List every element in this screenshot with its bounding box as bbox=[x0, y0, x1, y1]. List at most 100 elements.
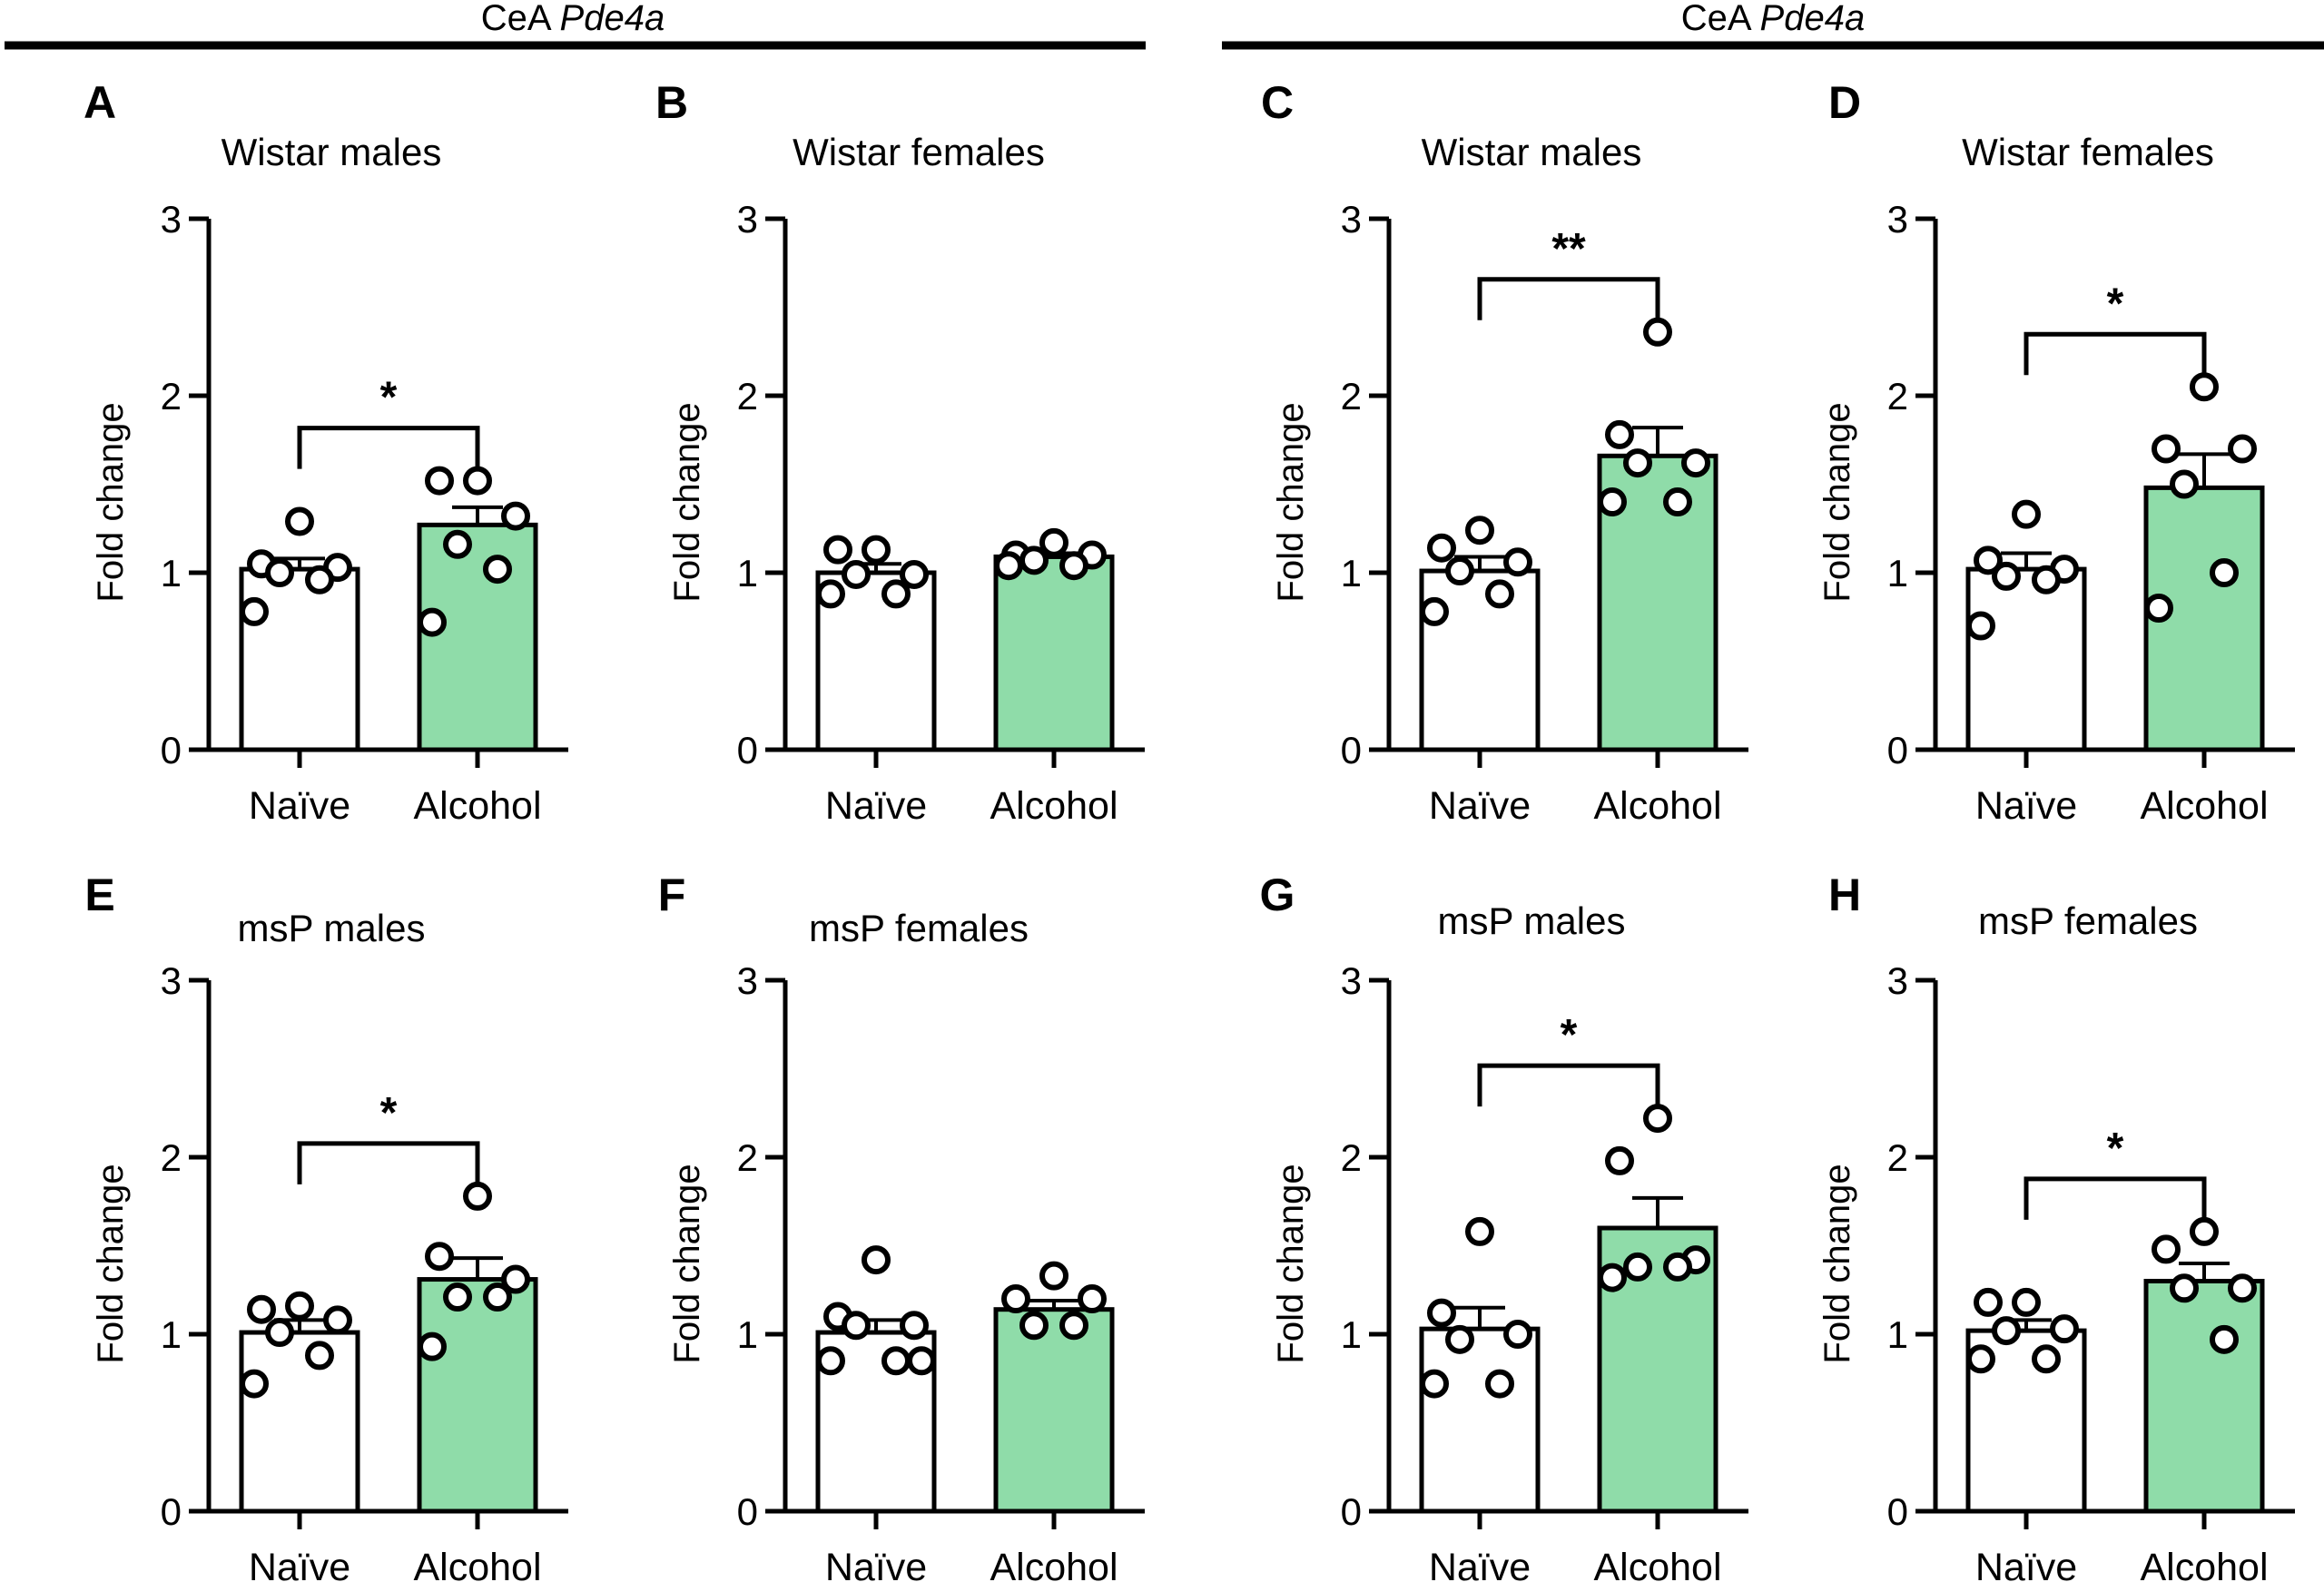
data-point bbox=[1427, 533, 1456, 563]
bar-alcohol bbox=[2143, 1279, 2265, 1514]
data-point bbox=[1966, 611, 1995, 641]
y-tick-label: 2 bbox=[1887, 1136, 1908, 1179]
y-axis-label: Fold change bbox=[1817, 1164, 1857, 1363]
bar-alcohol bbox=[417, 1277, 538, 1514]
data-point bbox=[1992, 561, 2021, 591]
data-point bbox=[1992, 1316, 2021, 1346]
data-point bbox=[2032, 565, 2061, 594]
data-point bbox=[994, 551, 1023, 581]
x-category-label: Naïve bbox=[1975, 1546, 2077, 1582]
data-point bbox=[842, 1311, 871, 1341]
data-point bbox=[2190, 372, 2219, 402]
y-tick-label: 2 bbox=[161, 1136, 182, 1179]
data-point bbox=[1420, 596, 1449, 626]
data-point bbox=[1019, 545, 1049, 575]
data-point bbox=[1605, 419, 1634, 449]
y-tick-label: 2 bbox=[161, 375, 182, 418]
y-tick-label: 1 bbox=[161, 552, 182, 594]
y-tick-label: 0 bbox=[1887, 1490, 1908, 1533]
data-point bbox=[1643, 317, 1672, 347]
y-tick-label: 3 bbox=[1887, 198, 1908, 241]
data-point bbox=[305, 1341, 334, 1371]
data-point bbox=[1059, 551, 1088, 581]
data-point bbox=[1059, 1311, 1088, 1341]
significance-bracket bbox=[2024, 1176, 2207, 1220]
data-point bbox=[1503, 547, 1532, 577]
significance-bracket bbox=[2024, 331, 2207, 376]
data-point bbox=[881, 1346, 911, 1376]
data-point bbox=[1039, 527, 1068, 557]
data-point bbox=[483, 1282, 512, 1312]
data-point bbox=[842, 559, 871, 589]
data-point bbox=[1966, 1344, 1995, 1374]
significance-bracket bbox=[1477, 1063, 1660, 1107]
panel-title: Wistar males bbox=[1422, 131, 1642, 173]
x-category-label: Alcohol bbox=[2140, 1546, 2268, 1582]
panel-title: Wistar females bbox=[793, 131, 1045, 173]
y-tick-label: 1 bbox=[1887, 1313, 1908, 1356]
x-category-label: Naïve bbox=[825, 1546, 927, 1582]
panel-a: A Wistar males 0 1 2 3 Fold change Naïve Alcohol… bbox=[84, 77, 568, 828]
x-category-label: Alcohol bbox=[990, 1546, 1118, 1582]
panel-letter: A bbox=[84, 77, 116, 128]
y-tick-label: 1 bbox=[161, 1313, 182, 1356]
data-point bbox=[2144, 594, 2173, 623]
data-point bbox=[1039, 1261, 1068, 1291]
data-point bbox=[2152, 434, 2181, 464]
data-point bbox=[1503, 1320, 1532, 1349]
x-category-label: Alcohol bbox=[413, 784, 541, 828]
data-point bbox=[1001, 1284, 1030, 1313]
data-point bbox=[1445, 1324, 1474, 1354]
data-point bbox=[247, 1294, 276, 1324]
panel-letter: B bbox=[655, 77, 688, 128]
y-tick-label: 0 bbox=[1887, 729, 1908, 771]
panel-title: Wistar females bbox=[1962, 131, 2214, 173]
y-tick-label: 1 bbox=[737, 552, 758, 594]
y-axis-label: Fold change bbox=[91, 402, 131, 602]
data-point bbox=[2170, 1273, 2199, 1303]
bar-naive bbox=[1419, 568, 1541, 752]
panel-c: C Wistar males 0 1 2 3 Fold change Naïve Alcohol… bbox=[1261, 77, 1748, 828]
significance-bracket bbox=[297, 1141, 480, 1184]
data-point bbox=[823, 535, 852, 565]
data-point bbox=[240, 596, 269, 626]
data-point bbox=[2190, 1216, 2219, 1246]
data-point bbox=[1623, 448, 1652, 478]
y-tick-label: 2 bbox=[1341, 1136, 1362, 1179]
y-tick-label: 3 bbox=[737, 959, 758, 1002]
data-point bbox=[285, 1291, 314, 1321]
significance-label: * bbox=[2107, 1125, 2124, 1173]
panel-d: D Wistar females 0 1 2 3 Fold change Naïve Alcoh… bbox=[1817, 77, 2295, 828]
data-point bbox=[305, 565, 334, 594]
y-axis-label: Fold change bbox=[667, 402, 707, 602]
y-tick-label: 1 bbox=[1341, 552, 1362, 594]
data-point bbox=[1420, 1369, 1449, 1399]
bar-alcohol bbox=[417, 522, 538, 752]
data-point bbox=[2228, 1273, 2257, 1303]
data-point bbox=[501, 1264, 530, 1294]
data-point bbox=[1663, 1252, 1692, 1282]
data-point bbox=[1643, 1104, 1672, 1134]
data-point bbox=[2152, 1234, 2181, 1264]
panel-letter: E bbox=[84, 870, 114, 920]
header-right: CeA Pde4a bbox=[1681, 0, 1865, 38]
bar-naive bbox=[1419, 1326, 1541, 1514]
panel-title: msP males bbox=[1438, 899, 1626, 942]
data-point bbox=[443, 1282, 472, 1312]
x-category-label: Naïve bbox=[1429, 1546, 1531, 1582]
y-tick-label: 2 bbox=[737, 1136, 758, 1179]
panel-letter: F bbox=[658, 870, 686, 920]
significance-label: * bbox=[1561, 1011, 1578, 1059]
x-category-label: Naïve bbox=[1975, 784, 2077, 828]
data-point bbox=[2228, 434, 2257, 464]
x-category-label: Naïve bbox=[249, 784, 350, 828]
y-tick-label: 1 bbox=[1887, 552, 1908, 594]
y-tick-label: 2 bbox=[737, 375, 758, 418]
data-point bbox=[816, 1346, 845, 1376]
data-point bbox=[418, 607, 447, 637]
data-point bbox=[2012, 1287, 2041, 1317]
data-point bbox=[285, 506, 314, 536]
data-point bbox=[463, 1181, 492, 1211]
x-category-label: Naïve bbox=[1429, 784, 1531, 828]
